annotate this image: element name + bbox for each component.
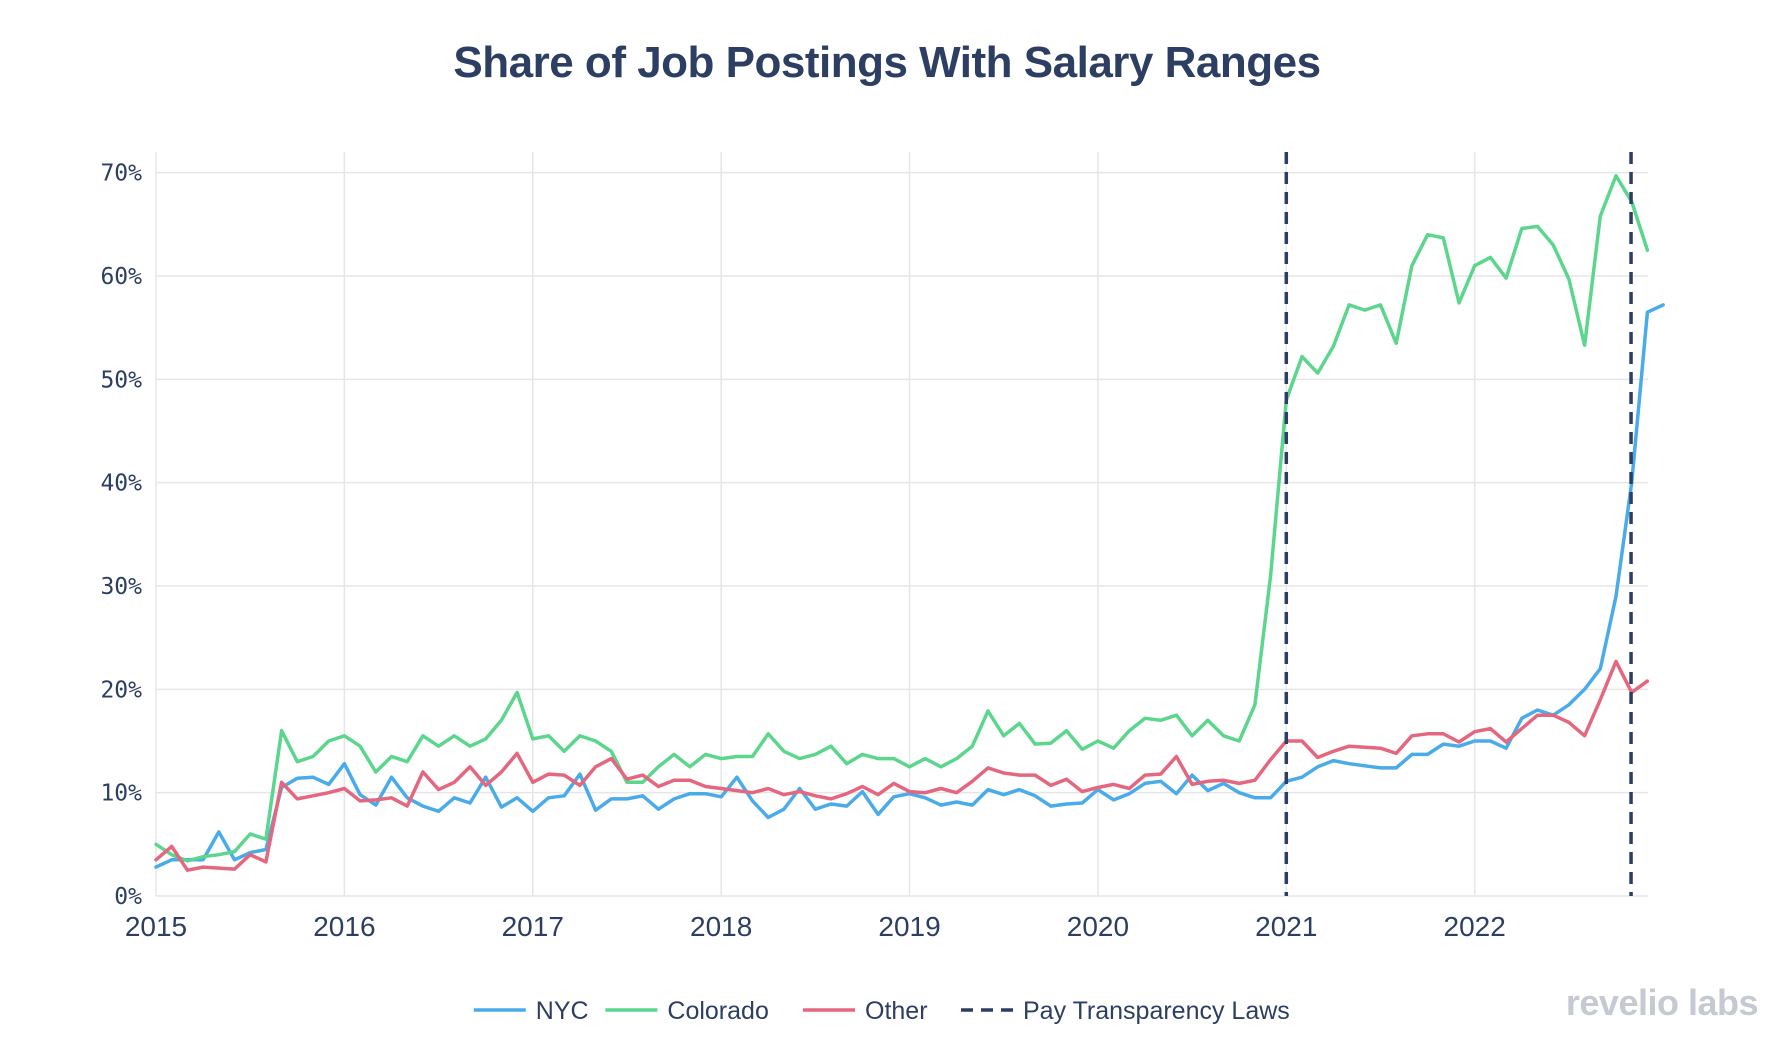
legend-label: Pay Transparency Laws: [1023, 997, 1290, 1025]
chart-title: Share of Job Postings With Salary Ranges: [453, 38, 1321, 87]
legend-label: Other: [865, 997, 928, 1025]
law-lines-layer: [1284, 152, 1633, 896]
series-line-other: [154, 659, 1650, 872]
legend-item-other[interactable]: Other: [803, 997, 928, 1025]
x-tick-label: 2016: [313, 911, 375, 942]
x-tick-label: 2021: [1255, 911, 1317, 942]
series-layer: [154, 174, 1665, 872]
legend-label: Colorado: [667, 997, 768, 1025]
y-tick-label: 40%: [100, 471, 142, 497]
series-line-nyc: [154, 303, 1665, 869]
y-tick-label: 60%: [100, 264, 142, 290]
legend-item-pay-transparency-laws[interactable]: Pay Transparency Laws: [961, 997, 1290, 1025]
x-tick-label: 2015: [125, 911, 187, 942]
grid-layer: [155, 152, 1648, 897]
legend-label: NYC: [536, 997, 589, 1025]
y-tick-label: 50%: [100, 367, 142, 393]
x-tick-label: 2017: [502, 911, 564, 942]
legend-item-colorado[interactable]: Colorado: [605, 997, 769, 1025]
y-tick-label: 70%: [100, 161, 142, 187]
y-tick-label: 20%: [100, 677, 142, 703]
axis-layer: 0% 10% 20% 30% 40% 50% 60% 70% 2015 2016 2017 2018 2…: [100, 161, 1505, 942]
x-tick-label: 2018: [690, 911, 752, 942]
y-tick-label: 10%: [100, 781, 142, 807]
y-tick-label: 0%: [114, 884, 142, 910]
series-line-colorado: [154, 174, 1650, 863]
x-tick-label: 2019: [878, 911, 940, 942]
legend: NYC Colorado Other Pay Transparency Laws: [473, 997, 1290, 1025]
brand-logo: revelio labs: [1565, 982, 1759, 1023]
x-tick-label: 2022: [1444, 911, 1506, 942]
x-tick-label: 2020: [1067, 911, 1129, 942]
y-tick-label: 30%: [100, 574, 142, 600]
legend-item-nyc[interactable]: NYC: [473, 997, 589, 1025]
